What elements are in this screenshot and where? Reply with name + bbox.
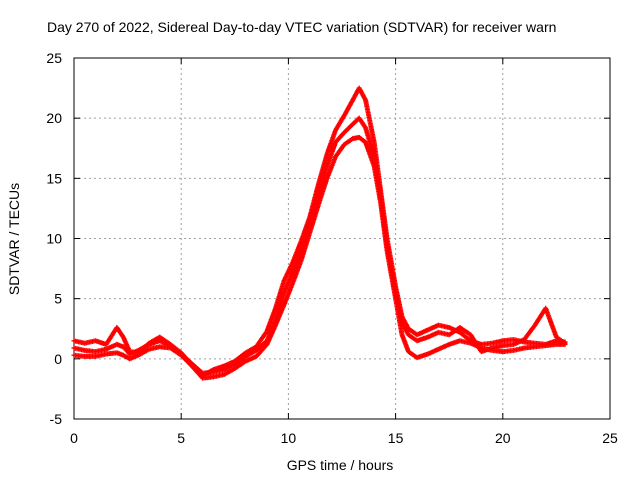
x-tick-label: 10	[281, 430, 297, 446]
x-tick-label: 15	[388, 430, 404, 446]
series-track-b	[71, 85, 568, 379]
x-tick-label: 25	[602, 430, 618, 446]
y-axis-label: SDTVAR / TECUs	[6, 183, 22, 295]
grid	[74, 58, 610, 419]
y-tick-label: 5	[54, 291, 62, 307]
y-tick-label: 0	[54, 351, 62, 367]
x-tick-label: 0	[70, 430, 78, 446]
y-tick-label: -5	[50, 411, 63, 427]
x-tick-label: 5	[177, 430, 185, 446]
y-axis: -5 0 5 10 15 20 25	[46, 50, 610, 427]
x-axis-label: GPS time / hours	[287, 457, 394, 473]
chart-title: Day 270 of 2022, Sidereal Day-to-day VTE…	[47, 19, 556, 35]
y-tick-label: 20	[46, 110, 62, 126]
data-points	[71, 85, 568, 381]
data-point	[562, 340, 568, 346]
y-tick-label: 25	[46, 50, 62, 66]
x-axis: 0 5 10 15 20 25	[70, 58, 618, 446]
y-tick-label: 10	[46, 231, 62, 247]
series-track-c	[71, 115, 568, 376]
y-tick-label: 15	[46, 170, 62, 186]
x-tick-label: 20	[495, 430, 511, 446]
